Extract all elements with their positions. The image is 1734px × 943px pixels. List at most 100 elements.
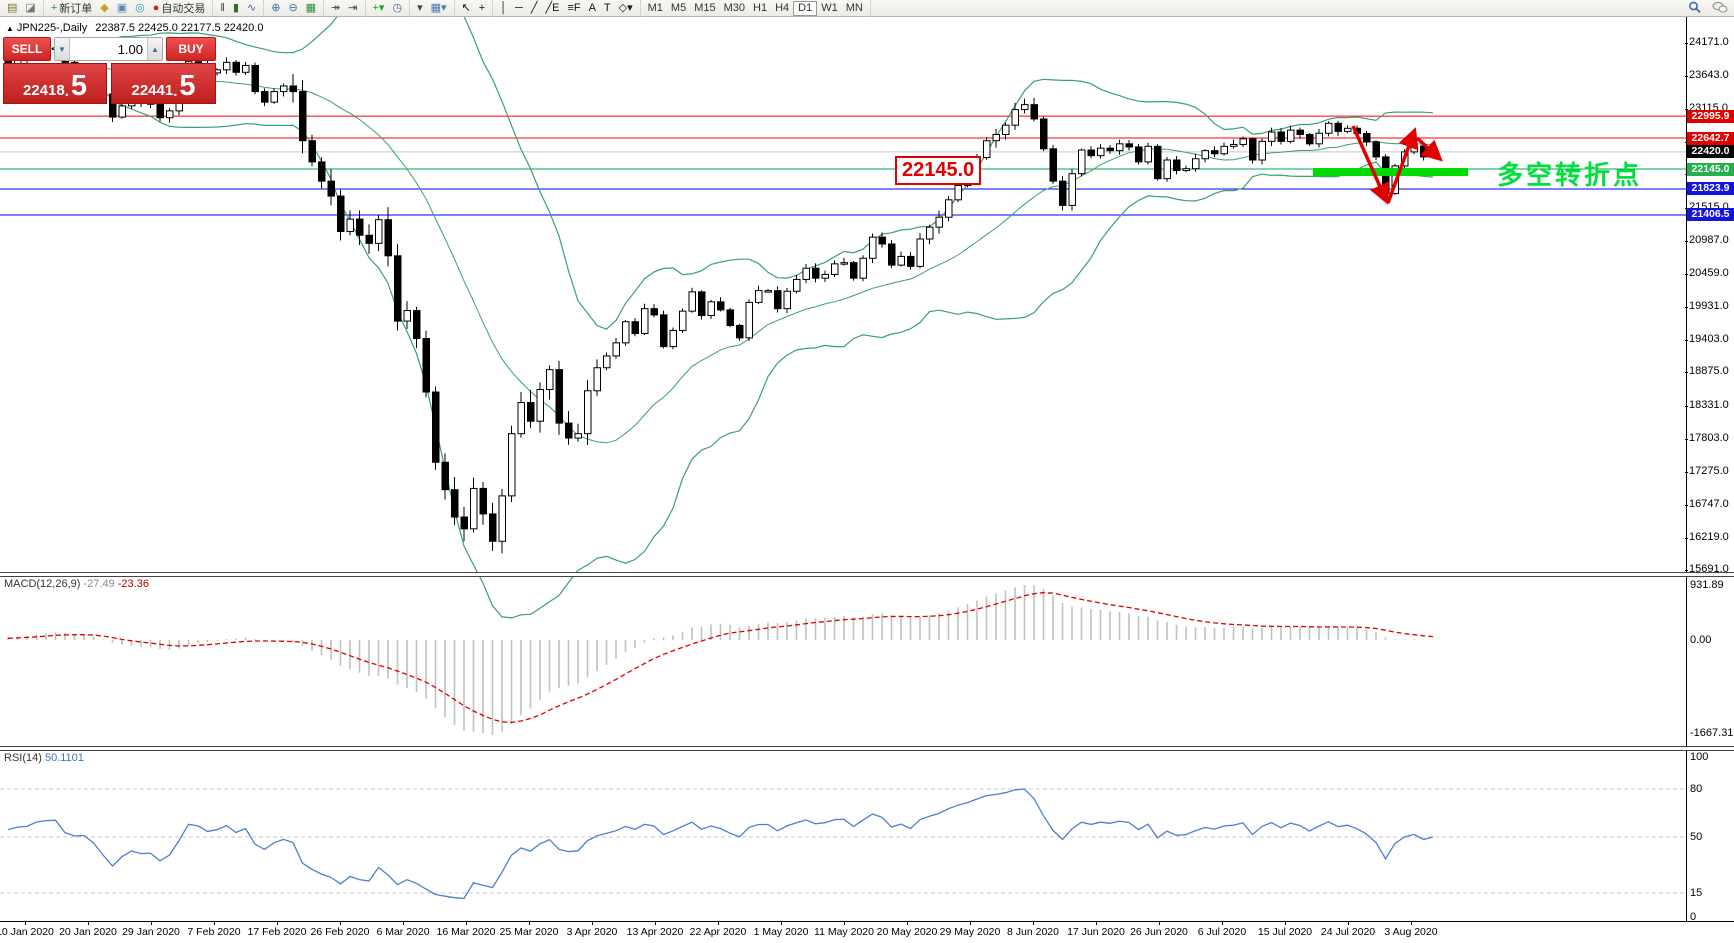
macd-pane-splitter[interactable] [0,572,1734,577]
crosshair-icon[interactable]: + [475,1,489,16]
price-scale-border [1686,17,1687,922]
main-toolbar: ▤ ◪ + 新订单 ◆ ▣ ◎ ● 自动交易 ‖ ▮ ∿ ⊕ ⊖ ▦ ↠ ⇥ +▾ ◷ ▾ ▦▾ ↖ + │ ─ ╱ ╱E ≡F A T ◇… [0,0,1734,17]
fibonacci-tool-icon: ≡F [567,1,581,14]
symbol-name: JPN225-,Daily [16,22,88,34]
autotrading-button[interactable]: ● 自动交易 [149,1,210,16]
date-label: 20 May 2020 [876,926,938,938]
auto-scroll-icon[interactable]: ↠ [327,1,344,16]
trendline-tool-icon[interactable]: ╱ [527,1,542,16]
periods-clock-icon[interactable]: ◷ [388,1,406,16]
sell-button[interactable]: SELL [3,37,51,61]
toolbar-group: ▤ ◪ [0,0,44,17]
timeframe-d1[interactable]: D1 [793,0,818,16]
date-label: 26 Feb 2020 [310,926,370,938]
zoom-out-icon[interactable]: ⊖ [284,1,301,16]
price-callout-label[interactable]: 22145.0 [895,156,982,185]
chart-window-icon[interactable]: ▤ [3,1,21,16]
volume-input[interactable] [70,38,147,60]
chat-icon[interactable] [1712,1,1728,17]
price-level-label-21823.9: 21823.9 [1687,182,1734,196]
date-label: 7 Feb 2020 [187,926,241,938]
price-level-label-22145.0: 22145.0 [1687,162,1734,176]
channel-tool-icon[interactable]: ╱E [541,1,563,16]
line-chart-icon[interactable]: ∿ [243,1,260,16]
timeframe-mn[interactable]: MN [845,2,863,14]
signals-icon[interactable]: ◎ [131,1,149,16]
buy-button[interactable]: BUY [166,37,216,61]
trendline-tool-icon: ╱ [530,1,538,14]
date-axis-tick [1096,921,1097,925]
date-label: 6 Jul 2020 [1197,926,1247,938]
timeframe-m30[interactable]: M30 [723,2,746,14]
collapse-icon[interactable]: ▲ [6,24,14,33]
styles-bucket-icon: ◆ [100,1,109,14]
toolbar-group: │ ─ ╱ ╱E ≡F A T ◇▾ [493,0,641,17]
macd-main-value: -27.49 [83,578,115,590]
date-label: 29 Jan 2020 [122,926,180,938]
toolbar-group: ▾ ▦▾ [410,0,455,17]
hline-tool-icon[interactable]: ─ [511,1,527,16]
rsi-pane-splitter[interactable] [0,746,1734,751]
channel-tool-icon: ╱E [545,1,560,14]
chart-canvas[interactable] [0,0,1686,921]
date-axis-tick [970,921,971,925]
timeframe-m5[interactable]: M5 [670,2,687,14]
styles-bucket-icon[interactable]: ◆ [96,1,112,16]
date-label: 3 Aug 2020 [1384,926,1438,938]
text-tool-icon: A [588,1,596,14]
timeframe-group: M1 M5 M15 M30 H1 H4 D1 W1 MN [641,0,871,17]
date-axis-tick [1348,921,1349,925]
toolbar-group: +▾ ◷ [366,0,411,17]
search-icon[interactable] [1688,1,1702,17]
vline-tool-icon[interactable]: │ [496,1,511,16]
price-level-label-22995.9: 22995.9 [1687,109,1734,123]
buy-price-box[interactable]: 22441. 5 [111,63,216,104]
timeframe-m1[interactable]: M1 [647,2,663,14]
text-tool-icon[interactable]: A [585,1,600,16]
data-window-icon[interactable]: ◪ [21,1,39,16]
support-level-bar[interactable] [1313,168,1468,176]
timeframe-m15[interactable]: M15 [694,2,716,14]
date-axis-tick [277,921,278,925]
candlestick-chart-icon[interactable]: ▮ [229,1,243,16]
new-order-button[interactable]: + 新订单 [47,1,96,16]
chart-window-icon: ▤ [7,1,18,14]
rsi-value: 50.1101 [44,752,84,764]
templates-caret[interactable]: ▾ [413,1,427,16]
fibonacci-tool-icon[interactable]: ≡F [563,1,584,16]
date-label: 3 Apr 2020 [566,926,618,938]
shapes-tool-button[interactable]: ◇▾ [615,1,637,16]
annotation-text[interactable]: 多空转折点 [1497,160,1643,190]
tile-windows-icon[interactable]: ▦ [302,1,320,16]
sell-price-box[interactable]: 22418. 5 [3,63,107,104]
cursor-icon[interactable]: ↖ [458,1,475,16]
chart-profile-icon[interactable]: ▣ [113,1,131,16]
date-axis-tick [151,921,152,925]
timeframe-h1[interactable]: H1 [753,2,768,14]
price-axis-tick: 19931.0 [1685,299,1729,312]
zoom-in-icon[interactable]: ⊕ [267,1,284,16]
date-label: 6 Mar 2020 [376,926,430,938]
date-axis-tick [529,921,530,925]
price-level-label-22420.0: 22420.0 [1687,145,1734,159]
price-axis-tick: 18331.0 [1685,399,1729,412]
date-axis-tick [1285,921,1286,925]
cursor-icon: ↖ [461,1,471,14]
price-level-label-22642.7: 22642.7 [1687,131,1734,145]
ohlc-values: 22387.5 22425.0 22177.5 22420.0 [95,22,264,34]
date-axis-tick [88,921,89,925]
date-label: 8 Jun 2020 [1007,926,1059,938]
hline-tool-icon: ─ [515,1,523,14]
indicator-windows-button[interactable]: ▦▾ [427,1,451,16]
macd-pane-title: MACD(12,26,9) -27.49 -23.36 [4,578,149,590]
timeframe-h4[interactable]: H4 [775,2,790,14]
date-label: 1 May 2020 [753,926,809,938]
date-label: 25 Mar 2020 [499,926,559,938]
chart-shift-icon[interactable]: ⇥ [344,1,361,16]
text-label-tool-icon[interactable]: T [600,1,615,16]
volume-increase-button[interactable]: ▲ [147,38,162,60]
indicators-add-button[interactable]: +▾ [369,1,389,16]
bar-chart-icon[interactable]: ‖ [216,1,229,16]
timeframe-w1[interactable]: W1 [821,2,838,14]
volume-decrease-button[interactable]: ▼ [55,38,70,60]
